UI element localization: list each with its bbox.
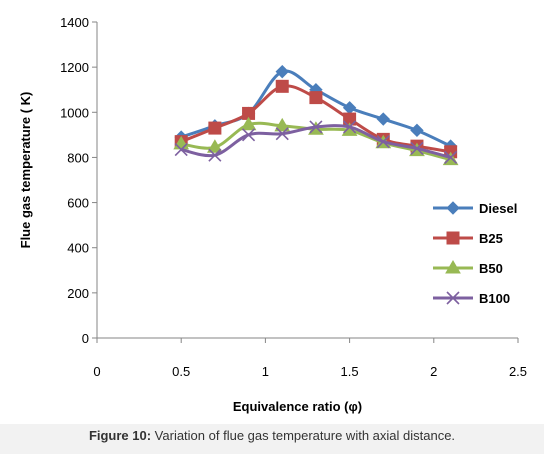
data-point-b100 — [410, 141, 424, 155]
legend-label-b100: B100 — [479, 291, 510, 306]
x-tick-label: 1.5 — [341, 364, 359, 379]
legend-label-b50: B50 — [479, 261, 503, 276]
y-tick-label: 600 — [67, 196, 89, 211]
series-layer — [173, 64, 459, 166]
y-tick-label: 0 — [82, 331, 89, 346]
x-tick-label: 0.5 — [172, 364, 190, 379]
series-b25 — [174, 79, 458, 159]
data-point-b50 — [207, 139, 223, 153]
legend-item-diesel: Diesel — [433, 201, 517, 216]
axis-labels: Equivalence ratio (φ) Flue gas temperatur… — [18, 92, 362, 414]
legend-label-diesel: Diesel — [479, 201, 517, 216]
data-point-b100 — [343, 120, 357, 134]
data-point-b50 — [240, 116, 257, 131]
x-tick-label: 2.5 — [509, 364, 527, 379]
figure-caption: Figure 10: Variation of flue gas tempera… — [0, 428, 544, 443]
data-point-b100 — [309, 120, 323, 134]
axes: 0 200 400 600 800 1000 1200 1400 0 0.5 1 1.5 2 2.5 — [60, 15, 527, 379]
legend-marker-diesel — [446, 201, 460, 215]
figure-caption-text: Variation of flue gas temperature with a… — [151, 428, 456, 443]
legend-item-b50: B50 — [433, 260, 503, 276]
y-axis-title: Flue gas temperature ( K) — [18, 92, 33, 249]
series-line-diesel — [180, 69, 452, 148]
y-tick-label: 800 — [67, 150, 89, 165]
series-b100 — [174, 120, 458, 164]
y-tick-label: 1400 — [60, 15, 89, 30]
figure-caption-label: Figure 10: — [88, 428, 152, 443]
series-b50 — [173, 116, 459, 166]
data-point-b100 — [241, 128, 256, 142]
data-point-b100 — [444, 150, 458, 164]
data-point-b100 — [174, 142, 188, 157]
data-point-diesel — [410, 123, 424, 138]
x-tick-label: 2 — [430, 364, 437, 379]
data-point-b100 — [208, 148, 222, 162]
data-point-diesel — [376, 112, 390, 126]
data-point-diesel — [275, 64, 289, 79]
data-point-b25 — [208, 121, 222, 135]
data-point-b100 — [376, 135, 390, 149]
y-tick-label: 200 — [67, 286, 89, 301]
x-tick-label: 0 — [93, 364, 100, 379]
y-tick-label: 1000 — [60, 105, 89, 120]
series-diesel — [174, 64, 458, 153]
legend-marker-b25 — [446, 231, 460, 245]
legend-item-b100: B100 — [433, 291, 510, 306]
y-tick-label: 1200 — [60, 60, 89, 75]
legend-item-b25: B25 — [433, 231, 503, 246]
data-point-b25 — [275, 79, 289, 93]
data-point-diesel — [342, 101, 357, 115]
legend: Diesel B25 B50 B100 — [433, 201, 517, 306]
x-tick-label: 1 — [262, 364, 269, 379]
y-tick-label: 400 — [67, 241, 89, 256]
data-point-b25 — [309, 91, 323, 105]
legend-label-b25: B25 — [479, 231, 503, 246]
line-chart: 0 200 400 600 800 1000 1200 1400 0 0.5 1 1.5 2 2.5 Di… — [18, 15, 527, 414]
plot-panel: 0 200 400 600 800 1000 1200 1400 0 0.5 1 1.5 2 2.5 Di… — [0, 0, 544, 424]
x-axis-title: Equivalence ratio (φ) — [233, 399, 362, 414]
legend-marker-b100 — [446, 291, 460, 305]
legend-marker-b50 — [445, 260, 461, 274]
data-point-b50 — [274, 117, 291, 132]
data-point-b100 — [275, 127, 289, 141]
